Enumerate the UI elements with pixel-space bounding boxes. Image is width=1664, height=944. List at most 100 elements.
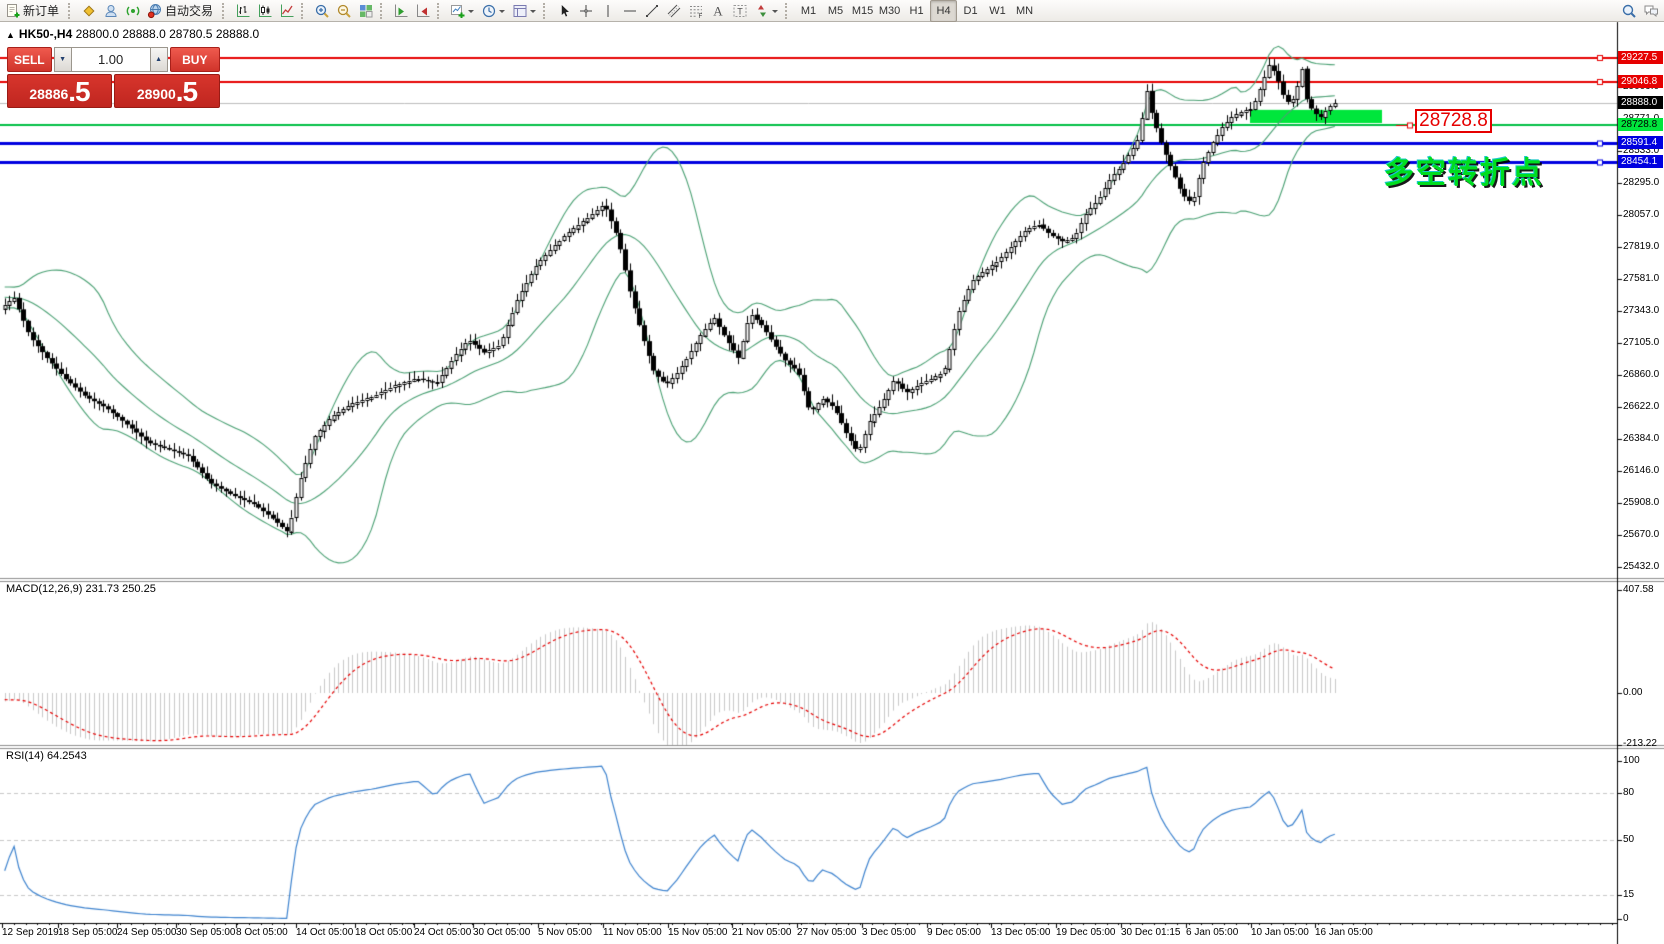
- add-indicator-button[interactable]: [447, 0, 478, 22]
- chat-button[interactable]: [1640, 0, 1662, 22]
- rsi-axis-tick: 80: [1623, 787, 1635, 798]
- crosshair-icon: [578, 3, 594, 19]
- auto-scroll-icon: [393, 3, 409, 19]
- templates-button[interactable]: [509, 0, 540, 22]
- text-icon: A: [710, 3, 726, 19]
- one-click-trading-panel: SELL ▼ ▲ BUY 28886 .5 28900 .5: [7, 47, 220, 108]
- time-axis-label: 10 Jan 05:00: [1251, 927, 1309, 938]
- cursor-icon: [556, 3, 572, 19]
- signals-button[interactable]: [122, 0, 144, 22]
- trendline-icon: [644, 3, 660, 19]
- signals-icon: [125, 3, 141, 19]
- price-axis-tag: 29046.8: [1618, 75, 1663, 88]
- time-axis-label: 24 Sep 05:00: [117, 927, 177, 938]
- rsi-indicator-label: RSI(14) 64.2543: [6, 750, 87, 762]
- crosshair-tool-button[interactable]: [575, 0, 597, 22]
- fibonacci-tool-button[interactable]: F: [685, 0, 707, 22]
- indicators-list-button[interactable]: [78, 0, 100, 22]
- vertical-line-tool-button[interactable]: [597, 0, 619, 22]
- volume-decrease-button[interactable]: ▼: [53, 47, 72, 72]
- arrows-icon: [754, 3, 770, 19]
- text-tool-button[interactable]: A: [707, 0, 729, 22]
- tf-m30-button[interactable]: M30: [876, 0, 903, 22]
- autotrading-icon: [147, 3, 163, 19]
- rsi-axis-tick: 50: [1623, 834, 1635, 845]
- autotrading-label: 自动交易: [165, 4, 214, 18]
- trendline-tool-button[interactable]: [641, 0, 663, 22]
- new-order-button[interactable]: 新订单: [2, 0, 65, 22]
- bid-price-main: 28886: [29, 86, 69, 102]
- price-axis-tag: 29227.5: [1618, 51, 1663, 64]
- tf-m1-button[interactable]: M1: [795, 0, 822, 22]
- one-click-toggle-icon[interactable]: ▲: [6, 30, 15, 40]
- tile-windows-button[interactable]: [355, 0, 377, 22]
- buy-button[interactable]: BUY: [169, 47, 220, 72]
- price-axis-tick: 25432.0: [1623, 561, 1660, 572]
- time-axis-label: 24 Oct 05:00: [414, 927, 472, 938]
- chevron-down-icon: [772, 9, 779, 16]
- price-axis-tag: 28728.8: [1618, 118, 1663, 131]
- toolbar-separator: [437, 2, 444, 19]
- price-axis-tag: 28454.1: [1618, 155, 1663, 168]
- price-axis-tag: 28591.4: [1618, 136, 1663, 149]
- tf-d1-button[interactable]: D1: [957, 0, 984, 22]
- tf-mn-button[interactable]: MN: [1011, 0, 1038, 22]
- channel-tool-button[interactable]: [663, 0, 685, 22]
- toolbar-separator: [380, 2, 387, 19]
- periods-button[interactable]: [478, 0, 509, 22]
- zoom-in-icon: [314, 3, 330, 19]
- time-axis-label: 30 Oct 05:00: [473, 927, 531, 938]
- symbol-period-label: HK50-,H4: [18, 27, 73, 41]
- price-axis-tick: 28057.0: [1623, 209, 1660, 220]
- tile-windows-icon: [358, 3, 374, 19]
- autotrading-button[interactable]: 自动交易: [144, 0, 219, 22]
- time-axis-label: 9 Dec 05:00: [927, 927, 981, 938]
- market-watch-icon: [103, 3, 119, 19]
- zoom-in-button[interactable]: [311, 0, 333, 22]
- bid-price[interactable]: 28886 .5: [7, 74, 112, 108]
- time-axis-label: 5 Nov 05:00: [538, 927, 592, 938]
- toolbar-separator: [222, 2, 229, 19]
- market-watch-button[interactable]: [100, 0, 122, 22]
- time-axis-label: 15 Nov 05:00: [668, 927, 728, 938]
- chat-icon: [1643, 3, 1659, 19]
- ohlc-close: 28888.0: [215, 27, 260, 41]
- line-chart-mode-button[interactable]: [276, 0, 298, 22]
- auto-scroll-button[interactable]: [390, 0, 412, 22]
- arrows-tool-button[interactable]: [751, 0, 782, 22]
- volume-increase-button[interactable]: ▲: [149, 47, 168, 72]
- time-axis-label: 30 Sep 05:00: [176, 927, 236, 938]
- rsi-axis-tick: 15: [1623, 889, 1635, 900]
- tf-m15-button[interactable]: M15: [849, 0, 876, 22]
- volume-input[interactable]: [71, 47, 150, 72]
- toolbar-separator: [68, 2, 75, 19]
- sell-button[interactable]: SELL: [7, 47, 52, 72]
- time-axis-label: 11 Nov 05:00: [603, 927, 662, 938]
- horizontal-line-tool-button[interactable]: [619, 0, 641, 22]
- templates-icon: [512, 3, 528, 19]
- time-axis-label: 13 Dec 05:00: [991, 927, 1051, 938]
- tf-mn-label: MN: [1015, 4, 1034, 17]
- cursor-tool-button[interactable]: [553, 0, 575, 22]
- tf-h4-button[interactable]: H4: [930, 0, 958, 22]
- text-label-tool-button[interactable]: T: [729, 0, 751, 22]
- tf-h1-button[interactable]: H1: [903, 0, 930, 22]
- ask-price[interactable]: 28900 .5: [114, 74, 220, 108]
- tf-w1-label: W1: [989, 4, 1006, 17]
- time-axis-label: 27 Nov 05:00: [797, 927, 857, 938]
- ohlc-low: 28780.5: [169, 27, 213, 41]
- tf-m1-label: M1: [800, 4, 817, 17]
- tf-w1-button[interactable]: W1: [984, 0, 1011, 22]
- tf-m5-button[interactable]: M5: [822, 0, 849, 22]
- horizontal-line-icon: [622, 3, 638, 19]
- price-axis-tag: 28888.0: [1618, 96, 1663, 109]
- toolbar-separator: [785, 2, 792, 19]
- zoom-out-button[interactable]: [333, 0, 355, 22]
- zoom-out-icon: [336, 3, 352, 19]
- time-axis-label: 14 Oct 05:00: [296, 927, 354, 938]
- chart-shift-button[interactable]: [412, 0, 434, 22]
- bar-chart-mode-button[interactable]: [232, 0, 254, 22]
- candlestick-mode-button[interactable]: [254, 0, 276, 22]
- search-button[interactable]: [1618, 0, 1640, 22]
